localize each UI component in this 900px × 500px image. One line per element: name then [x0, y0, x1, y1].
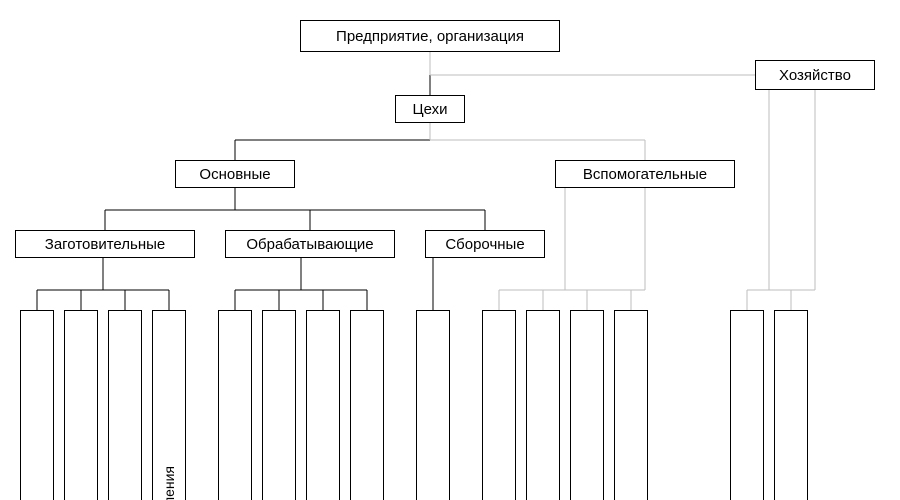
- leaf-l1: о-прессовый: [20, 310, 54, 500]
- node-zag: Заготовительные: [15, 230, 195, 258]
- node-osn-label: Основные: [199, 166, 270, 183]
- leaf-l15: адское: [774, 310, 808, 500]
- leaf-l13: осиловой: [614, 310, 648, 500]
- node-sbor-label: Сборочные: [445, 236, 524, 253]
- leaf-l3: литейный: [108, 310, 142, 500]
- node-hoz-label: Хозяйство: [779, 67, 851, 84]
- node-osn: Основные: [175, 160, 295, 188]
- leaf-l12: ремонтный: [570, 310, 604, 500]
- node-cehi-label: Цехи: [413, 101, 448, 118]
- leaf-l14: спортное: [730, 310, 764, 500]
- leaf-l4-label: а народного ебления: [161, 460, 177, 500]
- node-sbor: Сборочные: [425, 230, 545, 258]
- node-obr: Обрабатывающие: [225, 230, 395, 258]
- leaf-l7: конструкций: [306, 310, 340, 500]
- node-vsp: Вспомогательные: [555, 160, 735, 188]
- node-root: Предприятие, организация: [300, 20, 560, 52]
- node-hoz: Хозяйство: [755, 60, 875, 90]
- leaf-l9: льной сборки: [416, 310, 450, 500]
- node-zag-label: Заготовительные: [45, 236, 165, 253]
- node-cehi: Цехи: [395, 95, 465, 123]
- leaf-l11: ментальный: [526, 310, 560, 500]
- leaf-l5: нический: [218, 310, 252, 500]
- leaf-l10: -механический: [482, 310, 516, 500]
- leaf-l2: тейный: [64, 310, 98, 500]
- node-obr-label: Обрабатывающие: [246, 236, 373, 253]
- leaf-l8: рабатывающий: [350, 310, 384, 500]
- leaf-l6: осборочный: [262, 310, 296, 500]
- leaf-l4: а народного ебления: [152, 310, 186, 500]
- node-root-label: Предприятие, организация: [336, 28, 524, 45]
- node-vsp-label: Вспомогательные: [583, 166, 707, 183]
